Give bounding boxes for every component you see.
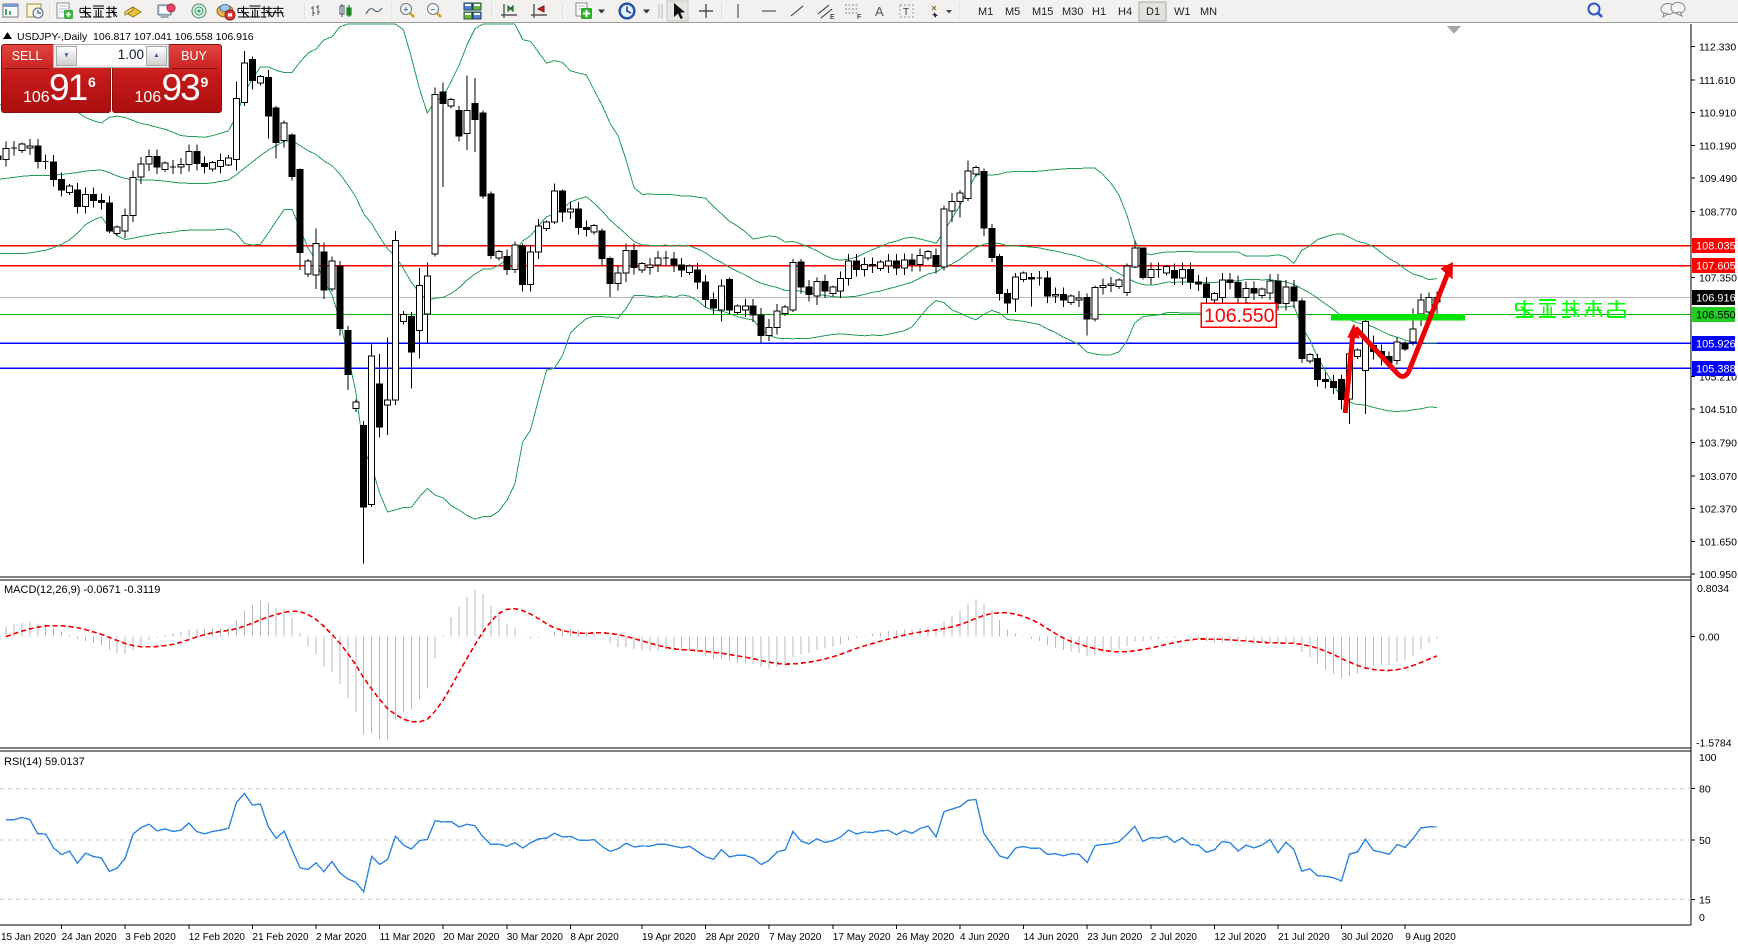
svg-text:101.650: 101.650 [1699, 537, 1737, 549]
svg-text:12 Jul 2020: 12 Jul 2020 [1214, 932, 1266, 943]
svg-text:RSI(14) 59.0137: RSI(14) 59.0137 [4, 756, 85, 768]
svg-text:26 May 2020: 26 May 2020 [896, 932, 954, 943]
svg-text:A: A [875, 4, 884, 19]
svg-text:50: 50 [1699, 835, 1711, 847]
svg-text:8 Apr 2020: 8 Apr 2020 [570, 932, 619, 943]
svg-text:−: − [430, 5, 435, 15]
svg-text:15: 15 [1699, 894, 1711, 906]
svg-text:104.510: 104.510 [1699, 404, 1737, 416]
svg-text:21 Jul 2020: 21 Jul 2020 [1278, 932, 1330, 943]
svg-text:H1: H1 [1092, 6, 1106, 18]
svg-text:108.770: 108.770 [1699, 207, 1737, 219]
svg-text:100.950: 100.950 [1699, 569, 1737, 581]
svg-text:M1: M1 [978, 6, 993, 18]
svg-text:MACD(12,26,9) -0.0671 -0.3119: MACD(12,26,9) -0.0671 -0.3119 [4, 584, 160, 596]
svg-text:102.370: 102.370 [1699, 503, 1737, 515]
svg-text:105.388: 105.388 [1696, 363, 1736, 375]
svg-text:H4: H4 [1118, 6, 1132, 18]
svg-text:24 Jan 2020: 24 Jan 2020 [62, 932, 117, 943]
svg-text:17 May 2020: 17 May 2020 [833, 932, 891, 943]
svg-text:F: F [857, 14, 861, 21]
svg-text:0: 0 [1699, 912, 1705, 924]
svg-text:3 Feb 2020: 3 Feb 2020 [125, 932, 176, 943]
svg-text:M5: M5 [1005, 6, 1020, 18]
svg-text:106.550: 106.550 [1696, 310, 1736, 322]
svg-text:0.8034: 0.8034 [1697, 583, 1729, 595]
svg-text:109.490: 109.490 [1699, 173, 1737, 185]
svg-text:USDJPY-,Daily 106.817 107.041: USDJPY-,Daily 106.817 107.041 106.558 10… [17, 31, 254, 43]
svg-text:E: E [830, 14, 835, 21]
svg-text:107.605: 107.605 [1696, 261, 1736, 273]
svg-text:110.190: 110.190 [1699, 141, 1736, 153]
svg-text:28 Apr 2020: 28 Apr 2020 [706, 932, 760, 943]
svg-text:T: T [903, 7, 909, 18]
svg-text:23 Jun 2020: 23 Jun 2020 [1087, 932, 1142, 943]
svg-text:20 Mar 2020: 20 Mar 2020 [443, 932, 500, 943]
svg-text:30 Mar 2020: 30 Mar 2020 [507, 932, 564, 943]
svg-text:21 Feb 2020: 21 Feb 2020 [252, 932, 309, 943]
svg-text:9 Aug 2020: 9 Aug 2020 [1405, 932, 1456, 943]
svg-text:14 Jun 2020: 14 Jun 2020 [1024, 932, 1079, 943]
svg-text:M30: M30 [1062, 6, 1083, 18]
svg-text:2 Mar 2020: 2 Mar 2020 [316, 932, 367, 943]
svg-text:D1: D1 [1146, 6, 1160, 18]
svg-text:105.926: 105.926 [1696, 338, 1736, 350]
svg-text:80: 80 [1699, 784, 1711, 796]
svg-text:15 Jan 2020: 15 Jan 2020 [1, 932, 56, 943]
svg-text:100: 100 [1699, 752, 1717, 764]
svg-text:M15: M15 [1032, 6, 1053, 18]
svg-text:12 Feb 2020: 12 Feb 2020 [189, 932, 246, 943]
svg-text:108.035: 108.035 [1696, 241, 1736, 253]
svg-text:11 Mar 2020: 11 Mar 2020 [380, 932, 436, 943]
svg-text:112.330: 112.330 [1699, 42, 1736, 54]
svg-text:MN: MN [1200, 6, 1217, 18]
svg-text:-1.5784: -1.5784 [1696, 738, 1732, 750]
svg-text:7 May 2020: 7 May 2020 [769, 932, 822, 943]
svg-text:106.916: 106.916 [1696, 293, 1736, 305]
svg-text:+: + [403, 5, 408, 15]
svg-text:2 Jul 2020: 2 Jul 2020 [1151, 932, 1198, 943]
svg-text:30 Jul 2020: 30 Jul 2020 [1342, 932, 1394, 943]
svg-text:106.550: 106.550 [1204, 305, 1275, 327]
svg-text:103.790: 103.790 [1699, 437, 1737, 449]
svg-text:W1: W1 [1174, 6, 1191, 18]
svg-text:0.00: 0.00 [1699, 632, 1720, 644]
svg-text:19 Apr 2020: 19 Apr 2020 [642, 932, 696, 943]
svg-text:103.070: 103.070 [1699, 471, 1737, 483]
svg-text:4 Jun 2020: 4 Jun 2020 [960, 932, 1010, 943]
svg-text:107.350: 107.350 [1699, 272, 1737, 284]
svg-text:111.610: 111.610 [1699, 75, 1736, 87]
svg-text:110.910: 110.910 [1699, 107, 1736, 119]
